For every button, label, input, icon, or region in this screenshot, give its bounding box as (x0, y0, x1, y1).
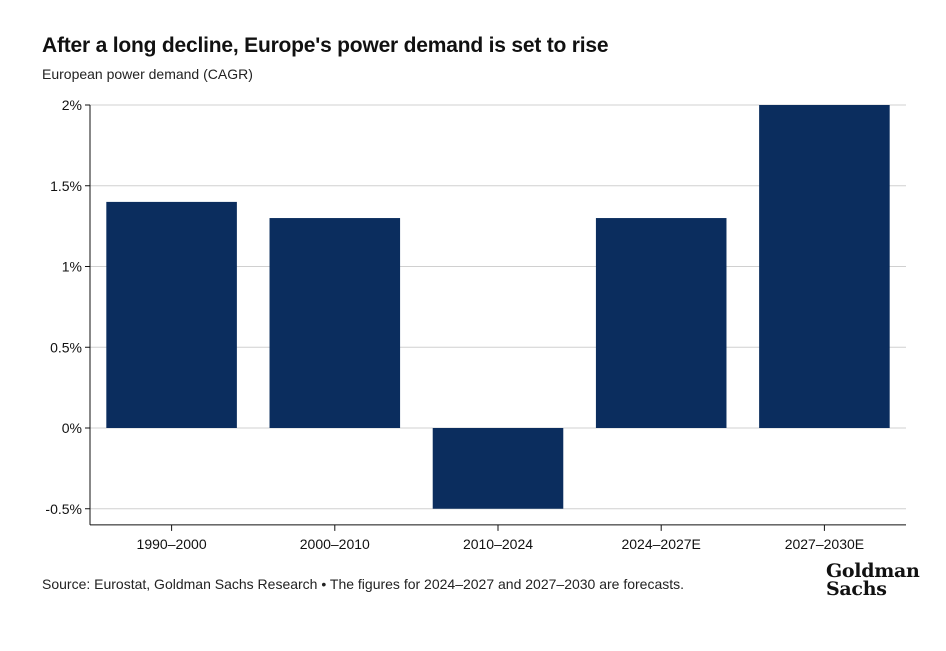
logo-line-1: Goldman (826, 560, 920, 582)
chart-title: After a long decline, Europe's power dem… (42, 34, 609, 57)
y-tick-label: 0.5% (50, 339, 82, 355)
goldman-sachs-logo: Goldman Sachs (826, 560, 920, 600)
x-tick-label: 2010–2024 (463, 536, 533, 552)
x-tick-label: 2024–2027E (621, 536, 700, 552)
x-tick-label: 2027–2030E (785, 536, 864, 552)
y-tick-label: -0.5% (45, 501, 82, 517)
bar (269, 218, 401, 428)
logo-line-2: Sachs (826, 578, 887, 600)
bar (759, 105, 890, 428)
y-tick-label: 0% (62, 420, 82, 436)
x-tick-label: 1990–2000 (137, 536, 207, 552)
bar (595, 218, 727, 428)
bar (432, 428, 564, 509)
y-tick-label: 1% (62, 259, 82, 275)
chart-subtitle: European power demand (CAGR) (42, 66, 253, 82)
y-tick-label: 1.5% (50, 178, 82, 194)
source-note: Source: Eurostat, Goldman Sachs Research… (42, 576, 685, 592)
bar (106, 201, 237, 428)
y-tick-label: 2% (62, 97, 82, 113)
x-tick-label: 2000–2010 (300, 536, 370, 552)
